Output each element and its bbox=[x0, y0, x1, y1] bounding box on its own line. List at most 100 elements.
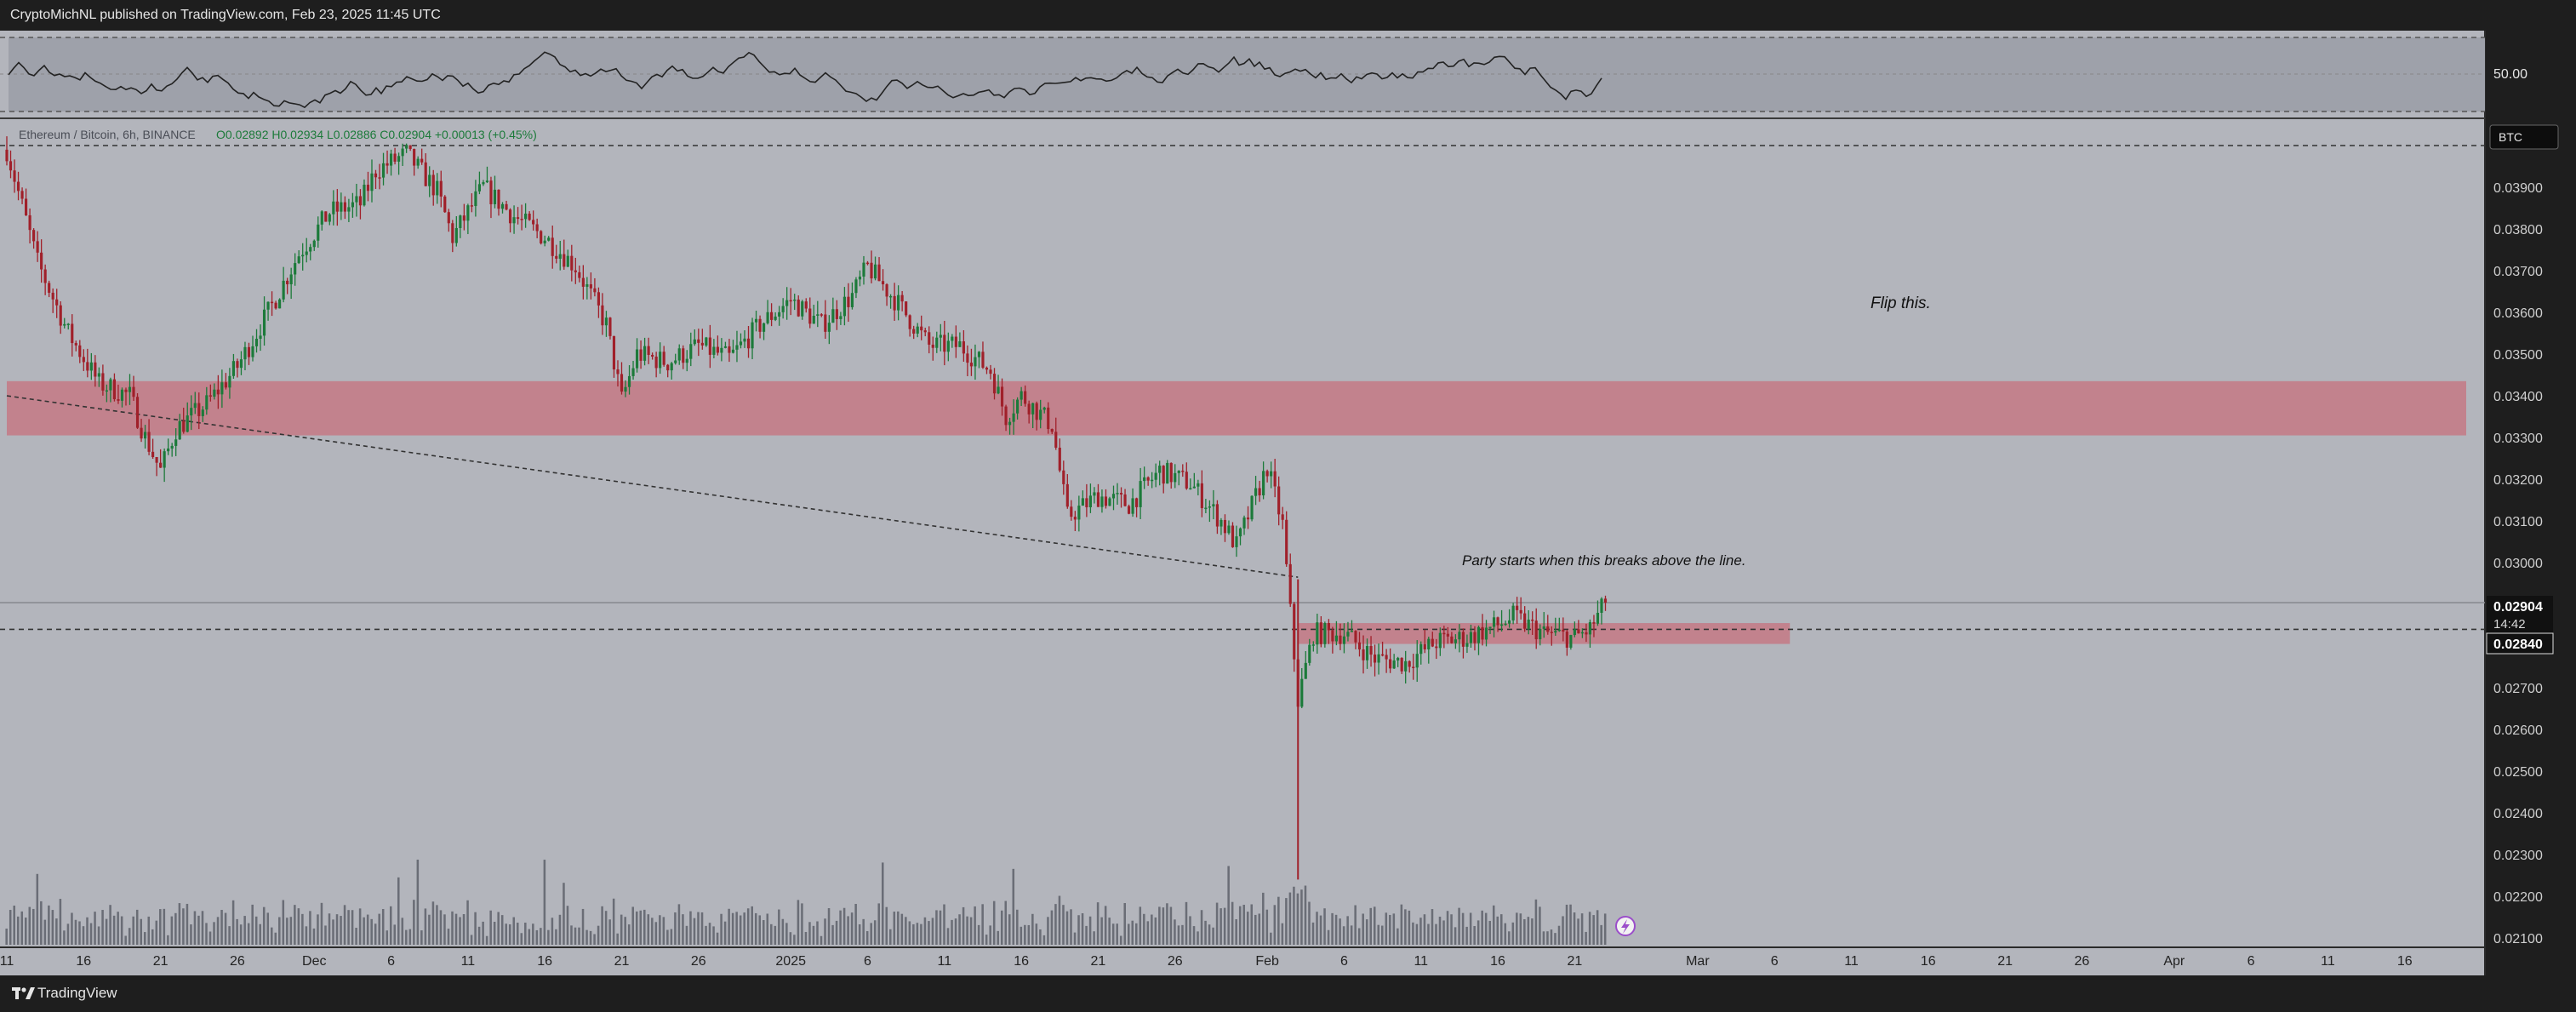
volume-bar bbox=[401, 918, 404, 945]
candle-body bbox=[274, 302, 277, 309]
candle-body bbox=[1499, 624, 1504, 626]
volume-bar bbox=[923, 917, 927, 945]
candle-body bbox=[1177, 470, 1180, 473]
candle-body bbox=[340, 202, 343, 212]
volume-bar bbox=[428, 914, 431, 945]
candle-body bbox=[1242, 517, 1246, 529]
volume-bar bbox=[935, 910, 938, 945]
volume-bar bbox=[1004, 901, 1008, 945]
volume-bar bbox=[1035, 923, 1038, 945]
candle-body bbox=[71, 323, 74, 344]
candle-body bbox=[766, 312, 769, 323]
volume-bar bbox=[132, 916, 134, 945]
candle-body bbox=[1304, 662, 1307, 679]
candle-body bbox=[1070, 506, 1073, 517]
volume-bar bbox=[143, 932, 146, 945]
volume-bar bbox=[28, 906, 31, 945]
candle-body bbox=[873, 264, 877, 279]
candle-body bbox=[1454, 639, 1457, 643]
candle-body bbox=[381, 163, 386, 178]
candle-body bbox=[1054, 432, 1058, 448]
chart-area[interactable]: 50.00 0.03900 0.03800 0.03700 0.03600 0.0350… bbox=[0, 31, 2576, 975]
volume-bar bbox=[1596, 910, 1599, 945]
candle-body bbox=[908, 315, 911, 329]
candle-body bbox=[1008, 421, 1012, 426]
last-price-tag-box bbox=[2487, 596, 2553, 633]
candle-body bbox=[266, 301, 270, 310]
candle-body bbox=[751, 322, 754, 349]
candle-body bbox=[1362, 649, 1365, 660]
candle-body bbox=[1027, 403, 1031, 415]
volume-bar bbox=[505, 923, 507, 945]
candle-body bbox=[112, 379, 117, 400]
volume-bar bbox=[1146, 921, 1150, 945]
volume-bar bbox=[708, 923, 711, 945]
candle-body bbox=[224, 382, 227, 388]
candle-body bbox=[466, 205, 470, 221]
candle-body bbox=[1065, 483, 1069, 507]
candle-body bbox=[9, 161, 13, 171]
volume-bar bbox=[1166, 903, 1168, 945]
candle-body bbox=[59, 305, 62, 326]
volume-bar bbox=[489, 910, 492, 945]
candle-body bbox=[462, 215, 466, 221]
candle-body bbox=[1035, 403, 1038, 420]
candle-body bbox=[555, 255, 558, 259]
volume-bar bbox=[335, 914, 339, 945]
volume-bar bbox=[170, 916, 174, 945]
candle-body bbox=[89, 362, 93, 371]
candle-body bbox=[1174, 472, 1177, 483]
volume-bar bbox=[943, 904, 945, 945]
candle-body bbox=[1104, 496, 1108, 506]
candle-body bbox=[20, 191, 24, 199]
volume-bar bbox=[48, 905, 50, 945]
candle-body bbox=[366, 184, 370, 192]
volume-bar bbox=[1481, 910, 1483, 945]
x-tick-label: 26 bbox=[2075, 954, 2090, 969]
x-tick-label: 11 bbox=[938, 954, 952, 969]
volume-bar bbox=[674, 912, 677, 945]
candle-body bbox=[201, 409, 204, 416]
candle-body bbox=[532, 220, 535, 225]
volume-bar bbox=[343, 905, 346, 945]
candle-body bbox=[66, 323, 70, 325]
volume-bar bbox=[1523, 918, 1526, 945]
volume-bar bbox=[700, 912, 704, 945]
volume-bar bbox=[63, 930, 66, 945]
candle-body bbox=[1476, 626, 1481, 643]
candle-body bbox=[351, 202, 354, 208]
candle-body bbox=[1012, 413, 1015, 422]
volume-bar bbox=[320, 902, 323, 945]
candle-body bbox=[1042, 407, 1046, 410]
volume-bar bbox=[1208, 924, 1211, 945]
volume-bar bbox=[140, 918, 142, 945]
volume-bar bbox=[1258, 913, 1261, 945]
volume-bar bbox=[574, 927, 577, 945]
volume-bar bbox=[1423, 914, 1426, 945]
lightning-icon[interactable] bbox=[1615, 916, 1636, 936]
volume-bar bbox=[1231, 901, 1234, 945]
volume-bar bbox=[1189, 916, 1191, 945]
candle-body bbox=[923, 330, 927, 333]
volume-bar bbox=[1465, 926, 1468, 945]
candle-body bbox=[578, 272, 581, 278]
volume-bar bbox=[1392, 913, 1396, 945]
volume-bar bbox=[393, 924, 397, 945]
y-tick-label: 0.03800 bbox=[2493, 223, 2543, 237]
volume-bar bbox=[900, 913, 904, 945]
candle-body bbox=[36, 241, 39, 253]
volume-bar bbox=[1400, 904, 1403, 945]
candle-body bbox=[343, 202, 346, 212]
tradingview-logo-icon bbox=[12, 987, 35, 999]
currency-badge[interactable] bbox=[2489, 124, 2559, 150]
candle-body bbox=[289, 274, 293, 284]
candle-body bbox=[958, 341, 962, 347]
volume-bar bbox=[220, 910, 223, 945]
volume-bar bbox=[1185, 901, 1188, 945]
candle-body bbox=[1085, 498, 1088, 508]
volume-bar bbox=[89, 923, 93, 945]
volume-bar bbox=[190, 924, 192, 945]
volume-bar bbox=[363, 917, 365, 945]
volume-bar bbox=[627, 924, 631, 945]
candle-body bbox=[1192, 486, 1196, 489]
